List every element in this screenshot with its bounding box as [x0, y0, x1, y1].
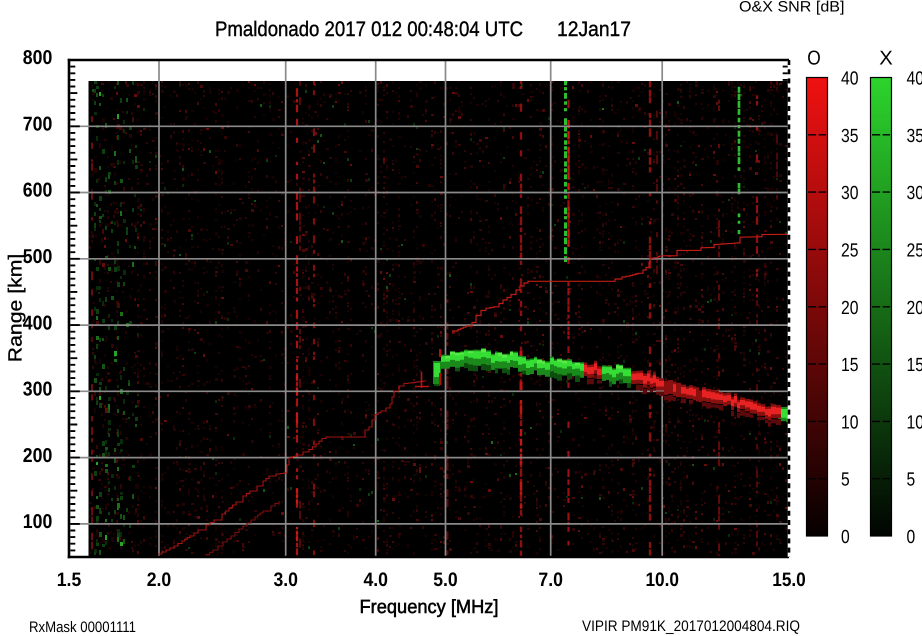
svg-text:25: 25 — [841, 240, 859, 261]
svg-text:10: 10 — [841, 412, 859, 433]
svg-text:40: 40 — [907, 69, 922, 90]
svg-text:15: 15 — [841, 355, 859, 376]
svg-text:5.0: 5.0 — [433, 569, 458, 591]
svg-text:400: 400 — [23, 312, 53, 334]
svg-text:O&X SNR [dB]: O&X SNR [dB] — [739, 0, 845, 15]
svg-text:7.0: 7.0 — [538, 569, 563, 591]
svg-text:0: 0 — [841, 527, 850, 548]
svg-text:100: 100 — [23, 511, 53, 533]
svg-text:5: 5 — [907, 470, 916, 491]
svg-text:X: X — [879, 48, 893, 70]
svg-text:Frequency [MHz]: Frequency [MHz] — [360, 597, 499, 618]
svg-text:10.0: 10.0 — [645, 569, 679, 591]
svg-text:VIPIR PM91K_2017012004804.RIQ: VIPIR PM91K_2017012004804.RIQ — [582, 618, 800, 635]
svg-text:40: 40 — [841, 69, 859, 90]
svg-text:1.5: 1.5 — [57, 569, 82, 591]
svg-text:Range [km]: Range [km] — [6, 254, 27, 363]
svg-text:25: 25 — [907, 240, 922, 261]
svg-text:800: 800 — [23, 47, 53, 69]
svg-text:700: 700 — [23, 113, 53, 135]
svg-text:500: 500 — [23, 246, 53, 268]
svg-text:3.0: 3.0 — [273, 569, 298, 591]
svg-text:0: 0 — [907, 527, 916, 548]
svg-text:12Jan17: 12Jan17 — [557, 18, 631, 41]
svg-text:O: O — [807, 48, 821, 70]
svg-text:15.0: 15.0 — [772, 569, 806, 591]
svg-text:10: 10 — [907, 412, 922, 433]
svg-text:35: 35 — [907, 126, 922, 147]
svg-text:20: 20 — [907, 298, 922, 319]
svg-text:RxMask 00001111: RxMask 00001111 — [29, 619, 136, 636]
svg-text:200: 200 — [23, 445, 53, 467]
svg-text:30: 30 — [841, 183, 859, 204]
svg-text:300: 300 — [23, 379, 53, 401]
svg-text:20: 20 — [841, 298, 859, 319]
svg-text:Pmaldonado 2017 012 00:48:04 U: Pmaldonado 2017 012 00:48:04 UTC — [215, 18, 523, 41]
svg-text:30: 30 — [907, 183, 922, 204]
svg-text:35: 35 — [841, 126, 859, 147]
svg-text:5: 5 — [841, 470, 850, 491]
svg-text:15: 15 — [907, 355, 922, 376]
svg-text:2.0: 2.0 — [147, 569, 172, 591]
svg-text:4.0: 4.0 — [363, 569, 388, 591]
svg-text:600: 600 — [23, 180, 53, 202]
